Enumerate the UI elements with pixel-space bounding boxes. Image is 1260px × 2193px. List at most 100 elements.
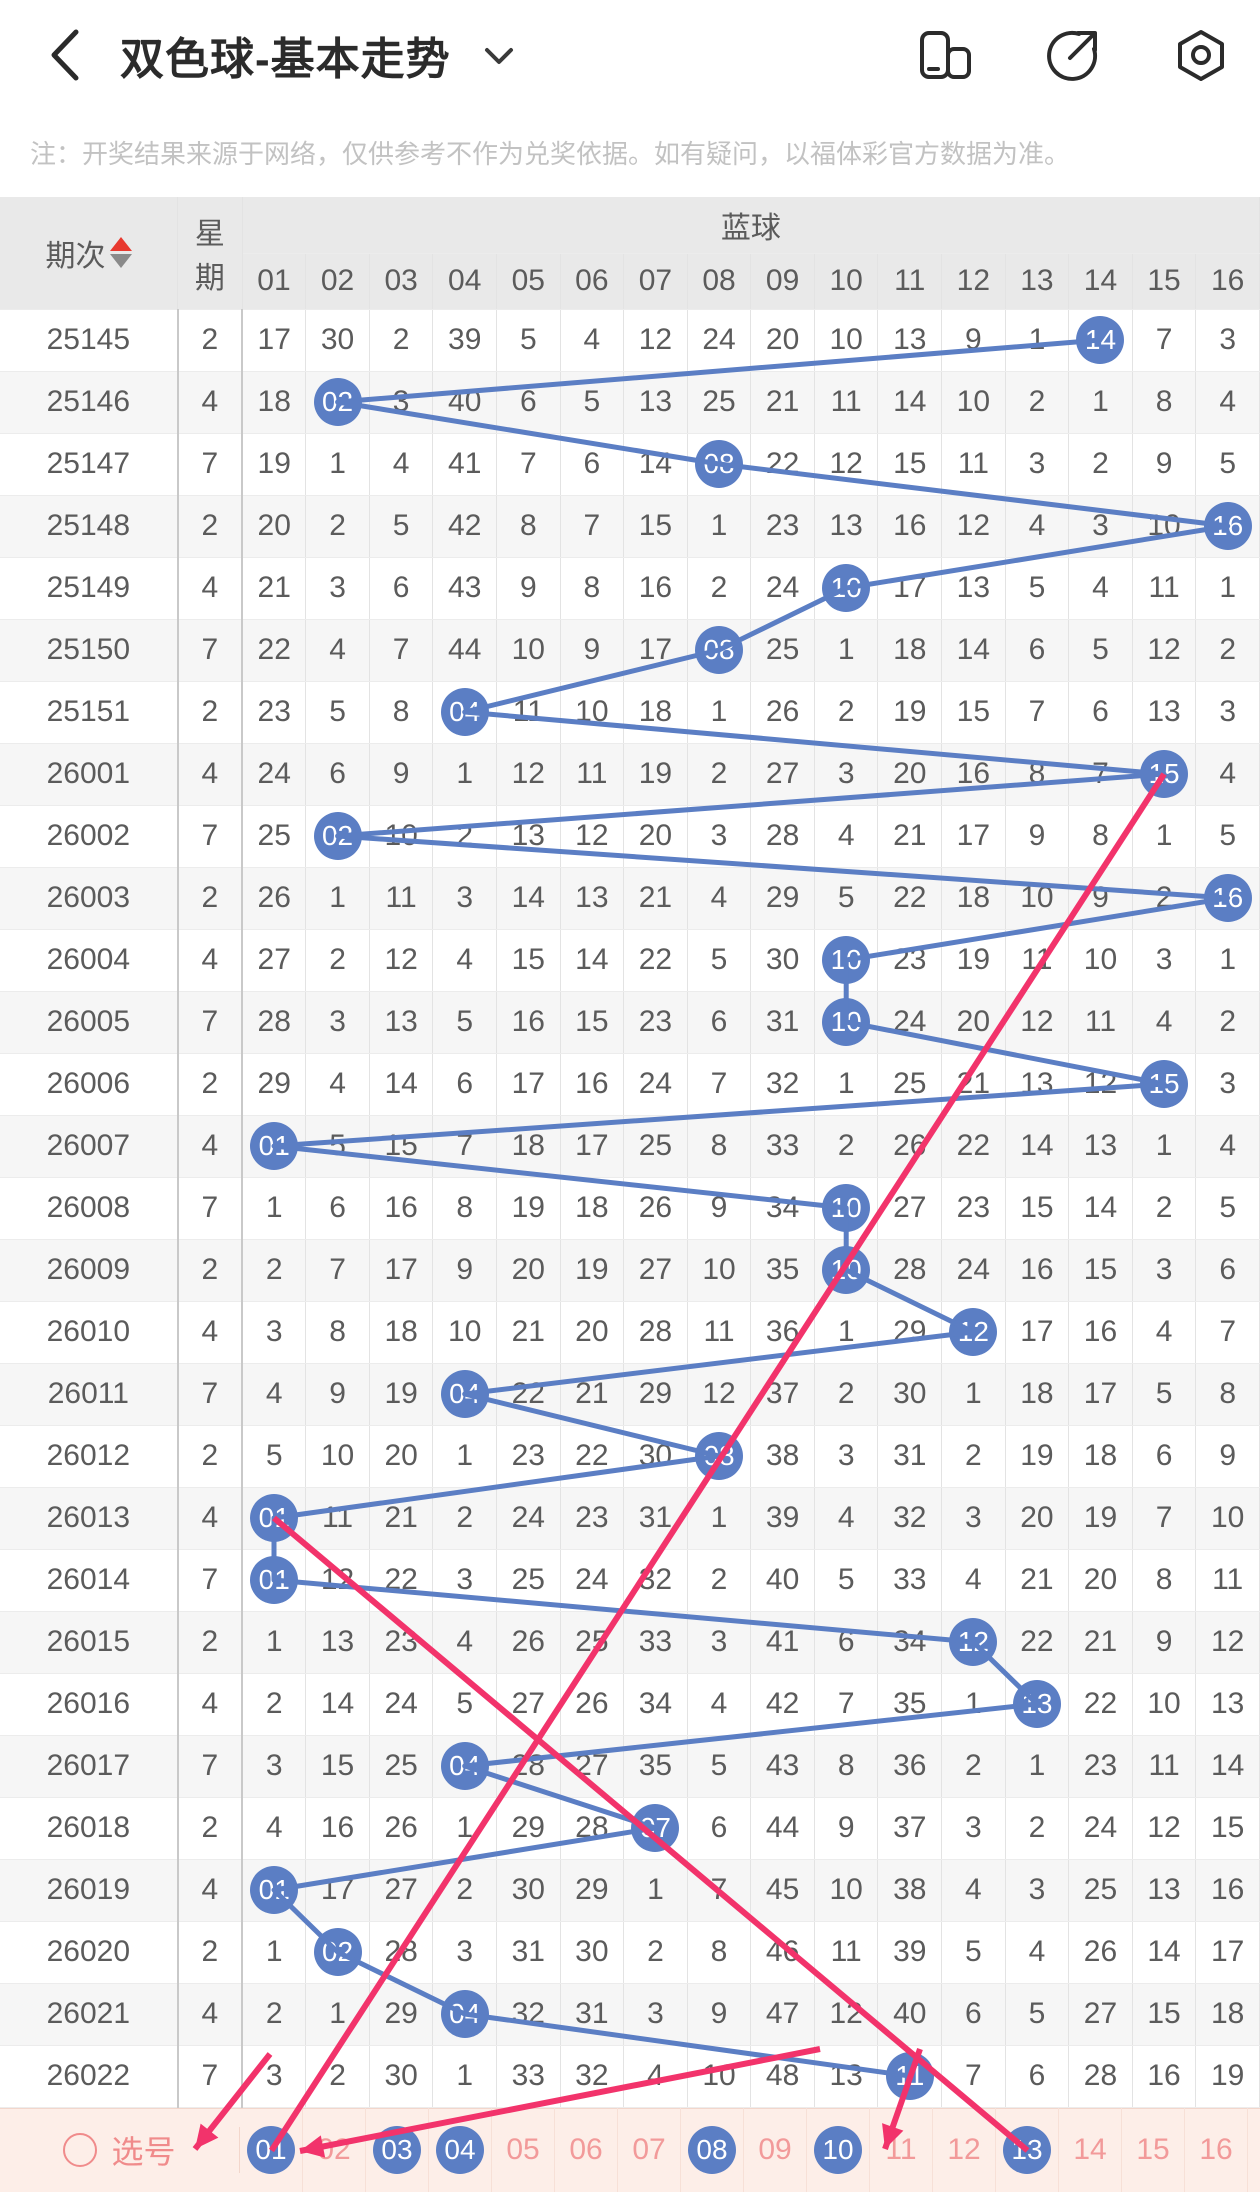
table-row[interactable]: 26015 2 1 13 23 4 26 25 33 3 41 6 34 12 22 21 9 12 [0, 1611, 1260, 1674]
cell-ball-05: 10 [496, 619, 561, 682]
pick-cell-08[interactable]: 08 [681, 2108, 744, 2192]
cell-ball-03: 15 [369, 1115, 434, 1178]
pick-cell-04[interactable]: 04 [429, 2108, 492, 2192]
table-row[interactable]: 26014 7 01 12 22 3 25 24 32 2 40 5 33 4 21 20 8 11 [0, 1549, 1260, 1612]
table-row[interactable]: 26010 4 3 8 18 10 21 20 28 11 36 1 29 12 17 16 4 7 [0, 1301, 1260, 1364]
cell-ball-05: 5 [496, 309, 561, 372]
chevron-down-icon[interactable] [477, 33, 521, 77]
table-row[interactable]: 26012 2 5 10 20 1 23 22 30 08 38 3 31 2 19 18 6 9 [0, 1425, 1260, 1488]
table-row[interactable]: 26018 2 4 16 26 1 29 28 07 6 44 9 37 3 2 24 12 15 [0, 1797, 1260, 1860]
table-row[interactable]: 26003 2 26 1 11 3 14 13 21 4 29 5 22 18 10 9 2 16 [0, 867, 1260, 930]
col-header-ball-09[interactable]: 09 [750, 253, 815, 310]
table-row[interactable]: 25151 2 23 5 8 04 11 10 18 1 26 2 19 15 7 6 13 3 [0, 681, 1260, 744]
share-external-icon[interactable] [1042, 24, 1104, 86]
pick-cell-07[interactable]: 07 [618, 2108, 681, 2192]
pick-cell-16[interactable]: 16 [1185, 2108, 1248, 2192]
col-header-week: 星 期 [177, 197, 243, 310]
table-row[interactable]: 26022 7 3 2 30 1 33 32 4 10 48 13 11 7 6 28 16 19 [0, 2045, 1260, 2108]
table-row[interactable]: 25149 4 21 3 6 43 9 8 16 2 24 10 17 13 5 4 11 1 [0, 557, 1260, 620]
app-header: 双色球-基本走势 [0, 0, 1260, 110]
col-header-issue[interactable]: 期次 [0, 197, 179, 310]
table-row[interactable]: 26004 4 27 2 12 4 15 14 22 5 30 10 23 19 11 10 3 1 [0, 929, 1260, 992]
col-header-ball-15[interactable]: 15 [1132, 253, 1197, 310]
table-row[interactable]: 26008 7 1 6 16 8 19 18 26 9 34 10 27 23 15 14 2 5 [0, 1177, 1260, 1240]
table-row[interactable]: 26020 2 1 02 28 3 31 30 2 8 46 11 39 5 4 26 14 17 [0, 1921, 1260, 1984]
table-row[interactable]: 25148 2 20 2 5 42 8 7 15 1 23 13 16 12 4 3 10 16 [0, 495, 1260, 558]
cell-ball-12: 14 [941, 619, 1006, 682]
pick-cell-15[interactable]: 15 [1122, 2108, 1185, 2192]
pick-cell-11[interactable]: 11 [870, 2108, 933, 2192]
col-header-ball-04[interactable]: 04 [432, 253, 497, 310]
cell-ball-15: 2 [1132, 867, 1197, 930]
col-header-ball-11[interactable]: 11 [877, 253, 943, 310]
pick-cell-13[interactable]: 13 [996, 2108, 1059, 2192]
cell-ball-01: 2 [242, 1673, 307, 1736]
table-row[interactable]: 26007 4 01 5 15 7 18 17 25 8 33 2 26 22 14 13 1 4 [0, 1115, 1260, 1178]
table-row[interactable]: 25145 2 17 30 2 39 5 4 12 24 20 10 13 9 1 14 7 3 [0, 309, 1260, 372]
hit-ball: 14 [1076, 316, 1125, 364]
table-row[interactable]: 26009 2 2 7 17 9 20 19 27 10 35 10 28 24 16 15 3 6 [0, 1239, 1260, 1302]
cell-ball-13: 16 [1005, 1239, 1070, 1302]
col-header-ball-03[interactable]: 03 [369, 253, 434, 310]
cell-ball-12: 21 [941, 1053, 1006, 1116]
pick-cell-03[interactable]: 03 [366, 2108, 429, 2192]
chevron-left-icon[interactable] [44, 24, 90, 86]
col-header-ball-16[interactable]: 16 [1195, 253, 1260, 310]
cell-ball-08: 2 [687, 743, 752, 806]
cell-ball-12: 10 [941, 371, 1006, 434]
cell-issue: 26011 [0, 1363, 179, 1426]
cell-ball-10: 11 [814, 371, 879, 434]
pick-cell-06[interactable]: 06 [555, 2108, 618, 2192]
col-header-ball-08[interactable]: 08 [687, 253, 752, 310]
layout-split-icon[interactable] [914, 24, 976, 86]
col-header-ball-02[interactable]: 02 [305, 253, 370, 310]
pick-label[interactable]: 选号 [0, 2127, 240, 2173]
pick-cell-14[interactable]: 14 [1059, 2108, 1122, 2192]
sort-arrows-icon[interactable] [109, 237, 132, 269]
cell-ball-12: 9 [941, 309, 1006, 372]
pick-cell-05[interactable]: 05 [492, 2108, 555, 2192]
col-header-ball-14[interactable]: 14 [1068, 253, 1133, 310]
table-row[interactable]: 25147 7 19 1 4 41 7 6 14 08 22 12 15 11 3 2 9 5 [0, 433, 1260, 496]
cell-ball-08: 9 [687, 1177, 752, 1240]
table-row[interactable]: 26019 4 01 17 27 2 30 29 1 7 45 10 38 4 3 25 13 16 [0, 1859, 1260, 1922]
settings-hex-icon[interactable] [1170, 24, 1232, 86]
cell-ball-10: 6 [814, 1611, 879, 1674]
week-label-2: 期 [194, 261, 225, 295]
col-header-ball-05[interactable]: 05 [496, 253, 561, 310]
table-row[interactable]: 25146 4 18 02 3 40 6 5 13 25 21 11 14 10 2 1 8 4 [0, 371, 1260, 434]
cell-ball-09: 20 [750, 309, 815, 372]
cell-ball-13: 1 [1005, 309, 1070, 372]
cell-ball-06: 17 [560, 1115, 625, 1178]
table-row[interactable]: 26013 4 01 11 21 2 24 23 31 1 39 4 32 3 20 19 7 10 [0, 1487, 1260, 1550]
cell-ball-14: 27 [1068, 1983, 1133, 2046]
hit-ball: 01 [250, 1866, 299, 1914]
col-header-ball-10[interactable]: 10 [814, 253, 879, 310]
table-row[interactable]: 26017 7 3 15 25 04 28 27 35 5 43 8 36 2 1 23 11 14 [0, 1735, 1260, 1798]
cell-ball-15: 11 [1132, 1735, 1197, 1798]
table-row[interactable]: 26016 4 2 14 24 5 27 26 34 4 42 7 35 1 13 22 10 13 [0, 1673, 1260, 1736]
col-header-ball-12[interactable]: 12 [941, 253, 1006, 310]
table-row[interactable]: 26005 7 28 3 13 5 16 15 23 6 31 10 24 20 12 11 4 2 [0, 991, 1260, 1054]
cell-ball-10: 12 [814, 433, 879, 496]
col-header-ball-06[interactable]: 06 [560, 253, 625, 310]
table-row[interactable]: 26006 2 29 4 14 6 17 16 24 7 32 1 25 21 13 12 15 3 [0, 1053, 1260, 1116]
col-header-ball-13[interactable]: 13 [1005, 253, 1070, 310]
cell-ball-01: 01 [242, 1549, 307, 1612]
table-row[interactable]: 26011 7 4 9 19 04 22 21 29 12 37 2 30 1 18 17 5 8 [0, 1363, 1260, 1426]
cell-ball-07: 15 [623, 495, 688, 558]
pick-cell-12[interactable]: 12 [933, 2108, 996, 2192]
pick-cell-02[interactable]: 02 [303, 2108, 366, 2192]
table-row[interactable]: 26001 4 24 6 9 1 12 11 19 2 27 3 20 16 8 7 15 4 [0, 743, 1260, 806]
table-row[interactable]: 25150 7 22 4 7 44 10 9 17 08 25 1 18 14 6 5 12 2 [0, 619, 1260, 682]
cell-ball-01: 2 [242, 1239, 307, 1302]
col-header-ball-01[interactable]: 01 [242, 253, 307, 310]
pick-cell-01[interactable]: 01 [240, 2108, 303, 2192]
cell-ball-15: 8 [1132, 1549, 1197, 1612]
col-header-ball-07[interactable]: 07 [623, 253, 688, 310]
table-row[interactable]: 26002 7 25 02 10 2 13 12 20 3 28 4 21 17 9 8 1 5 [0, 805, 1260, 868]
table-row[interactable]: 26021 4 2 1 29 04 32 31 3 9 47 12 40 6 5 27 15 18 [0, 1983, 1260, 2046]
pick-cell-09[interactable]: 09 [744, 2108, 807, 2192]
pick-cell-10[interactable]: 10 [807, 2108, 870, 2192]
cell-ball-05: 33 [496, 2045, 561, 2108]
